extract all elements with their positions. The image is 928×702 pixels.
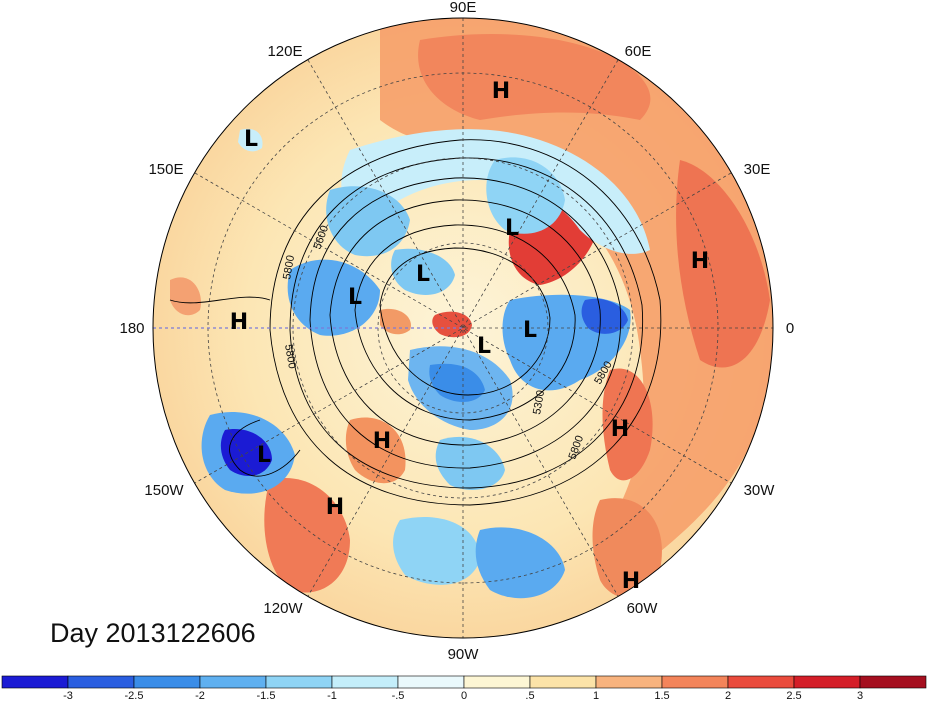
map-boundary [152, 17, 774, 639]
colorbar-tick-label: 1 [593, 690, 599, 702]
lon-label-30w: 30W [744, 482, 776, 499]
height-contours [169, 139, 662, 506]
lon-label-120e: 120E [267, 43, 302, 60]
lon-label-0: 0 [786, 320, 794, 337]
contour-label: 5800 [281, 254, 297, 280]
pressure-center-h-arabia: H [691, 249, 709, 274]
colorbar-tick-label: -2 [195, 690, 205, 702]
colorbar-tick-label: 1.5 [654, 690, 669, 702]
colorbar-tick-label: -.5 [392, 690, 405, 702]
lon-label-60w: 60W [627, 600, 659, 617]
pressure-center-h-atlantic: H [611, 417, 629, 442]
pressure-center-l-pole: L [477, 334, 491, 359]
colorbar-swatch [265, 675, 333, 689]
colorbar-swatch [199, 675, 267, 689]
colorbar-tick-label: 3 [857, 690, 863, 702]
lon-label-60e: 60E [625, 43, 652, 60]
contour-label: 5300 [531, 389, 547, 415]
colorbar-tick-label: -3 [63, 690, 73, 702]
anomaly-field [153, 18, 773, 638]
lon-label-30e: 30E [744, 161, 771, 178]
lon-label-90w: 90W [448, 646, 480, 663]
pressure-center-l-ural: L [505, 216, 519, 241]
lon-label-180: 180 [119, 320, 144, 337]
colorbar-tick-label: 2 [725, 690, 731, 702]
colorbar-tick-label: 2.5 [786, 690, 801, 702]
colorbar-swatch [67, 675, 135, 689]
colorbar-swatch [463, 675, 531, 689]
pressure-center-l-east-siberia: L [416, 262, 430, 287]
colorbar-tick-label: .5 [525, 690, 534, 702]
colorbar-tick-label: -2.5 [125, 690, 144, 702]
colorbar: -3 -2.5 -2 -1.5 -1 -.5 0 .5 1 1.5 2 2.5 3 [1, 675, 927, 702]
pressure-center-l-chukchi: L [348, 285, 362, 310]
pressure-center-h-pacific-east: H [326, 495, 344, 520]
lon-label-120w: 120W [263, 600, 303, 617]
colorbar-swatch [727, 675, 795, 689]
colorbar-swatch [661, 675, 729, 689]
colorbar-swatch [529, 675, 597, 689]
colorbar-swatch [1, 675, 69, 689]
lon-label-90e: 90E [450, 0, 477, 16]
pressure-center-h-alaska: H [373, 429, 391, 454]
lon-label-150e: 150E [148, 161, 183, 178]
colorbar-tick-label: -1.5 [257, 690, 276, 702]
colorbar-swatch [859, 675, 927, 689]
colorbar-swatch [133, 675, 201, 689]
pressure-center-l-greenland: L [523, 318, 537, 343]
colorbar-tick-label: -1 [327, 690, 337, 702]
colorbar-swatch [595, 675, 663, 689]
pressure-center-h-pacific-west: H [230, 310, 248, 335]
pressure-center-h-siberia: H [492, 79, 510, 104]
colorbar-swatch [793, 675, 861, 689]
pressure-center-h-subtropical-atlantic: H [622, 569, 640, 594]
contour-label: 5800 [282, 343, 298, 369]
lon-label-150w: 150W [144, 482, 184, 499]
day-label: Day 2013122606 [50, 618, 256, 648]
colorbar-swatch [397, 675, 465, 689]
colorbar-tick-label: 0 [461, 690, 467, 702]
graticule [153, 18, 773, 638]
pressure-center-l-kamchatka: L [244, 127, 258, 152]
colorbar-swatch [331, 675, 399, 689]
pressure-center-l-gulf-alaska: L [257, 443, 271, 468]
